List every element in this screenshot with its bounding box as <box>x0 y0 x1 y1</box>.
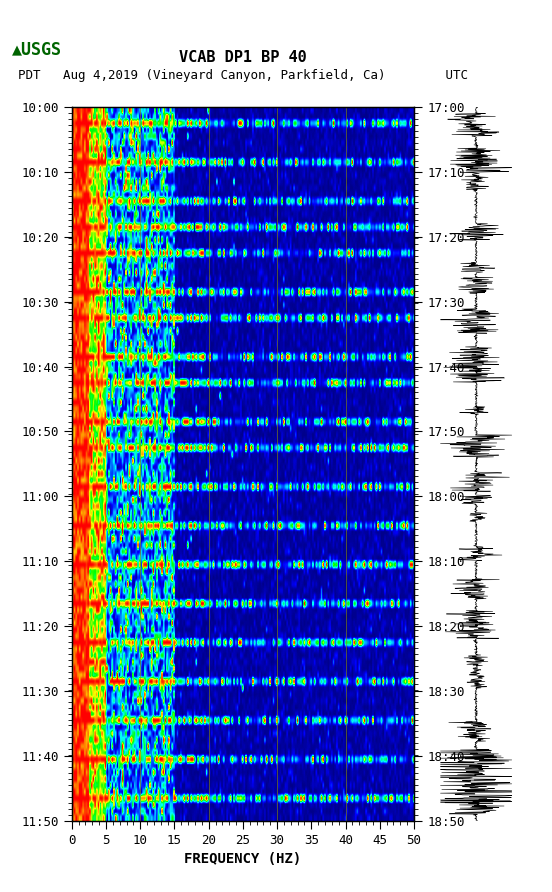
Text: VCAB DP1 BP 40: VCAB DP1 BP 40 <box>179 51 307 65</box>
Text: ▲USGS: ▲USGS <box>12 40 62 58</box>
Text: PDT   Aug 4,2019 (Vineyard Canyon, Parkfield, Ca)        UTC: PDT Aug 4,2019 (Vineyard Canyon, Parkfie… <box>18 70 468 82</box>
X-axis label: FREQUENCY (HZ): FREQUENCY (HZ) <box>184 853 301 866</box>
